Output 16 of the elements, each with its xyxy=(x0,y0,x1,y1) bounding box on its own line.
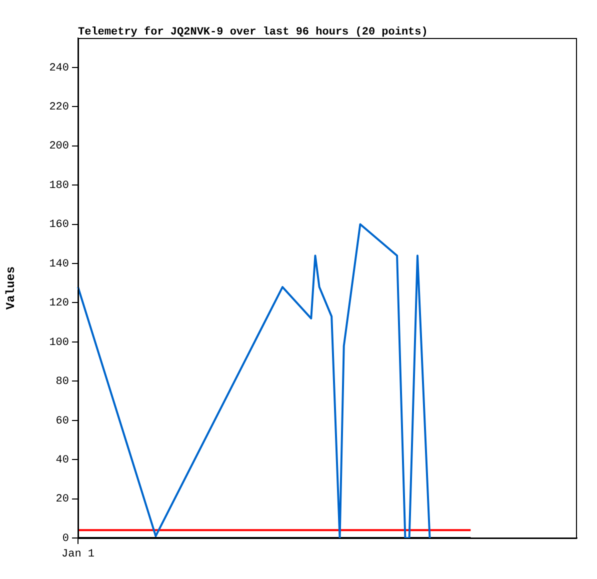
y-tick-label: 220 xyxy=(49,102,69,114)
y-tick-label: 0 xyxy=(62,532,69,545)
y-tick-label: 140 xyxy=(49,258,69,270)
y-tick-label: 80 xyxy=(56,376,69,388)
y-tick-label: 40 xyxy=(56,454,69,466)
y-tick-label: 20 xyxy=(56,494,69,506)
x-tick-label: Jan 1 xyxy=(61,548,95,561)
chart-title: Telemetry for JQ2NVK-9 over last 96 hours (20 points) xyxy=(78,25,428,38)
y-tick-label: 60 xyxy=(56,415,69,428)
y-tick-label: 200 xyxy=(49,140,69,153)
y-tick-label: 240 xyxy=(49,62,69,74)
y-tick-label: 100 xyxy=(49,336,69,349)
y-tick-label: 180 xyxy=(49,180,69,192)
y-tick-label: 120 xyxy=(49,298,69,310)
y-tick-label: 160 xyxy=(49,219,69,232)
y-axis-title: Values xyxy=(4,266,18,310)
